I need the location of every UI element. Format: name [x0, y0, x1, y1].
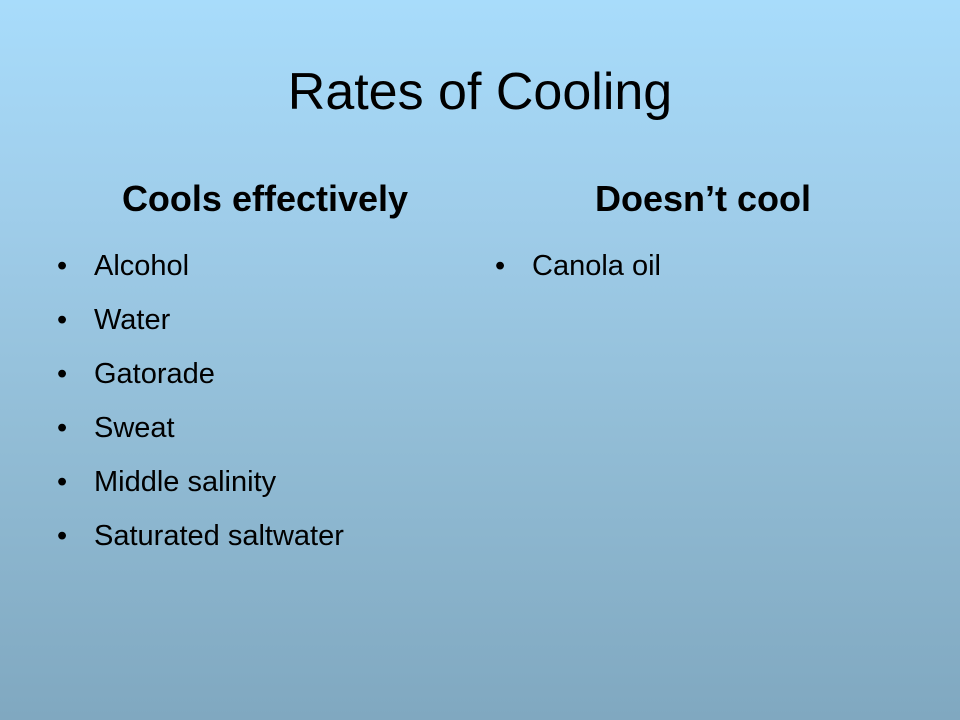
list-item: Sweat — [55, 401, 475, 455]
cools-effectively-column: Cools effectively Alcohol Water Gatorade… — [55, 175, 475, 563]
column-heading-doesnt-cool: Doesn’t cool — [594, 178, 812, 219]
list-item: Alcohol — [55, 239, 475, 293]
list-item: Middle salinity — [55, 455, 475, 509]
cools-effectively-list: Alcohol Water Gatorade Sweat Middle sali… — [55, 239, 475, 563]
column-heading-cools-effectively: Cools effectively — [121, 178, 409, 219]
doesnt-cool-column: Doesn’t cool Canola oil — [493, 175, 913, 293]
list-item: Gatorade — [55, 347, 475, 401]
list-item: Water — [55, 293, 475, 347]
slide-title: Rates of Cooling — [287, 63, 673, 121]
list-item: Canola oil — [493, 239, 913, 293]
list-item: Saturated saltwater — [55, 509, 475, 563]
doesnt-cool-list: Canola oil — [493, 239, 913, 293]
